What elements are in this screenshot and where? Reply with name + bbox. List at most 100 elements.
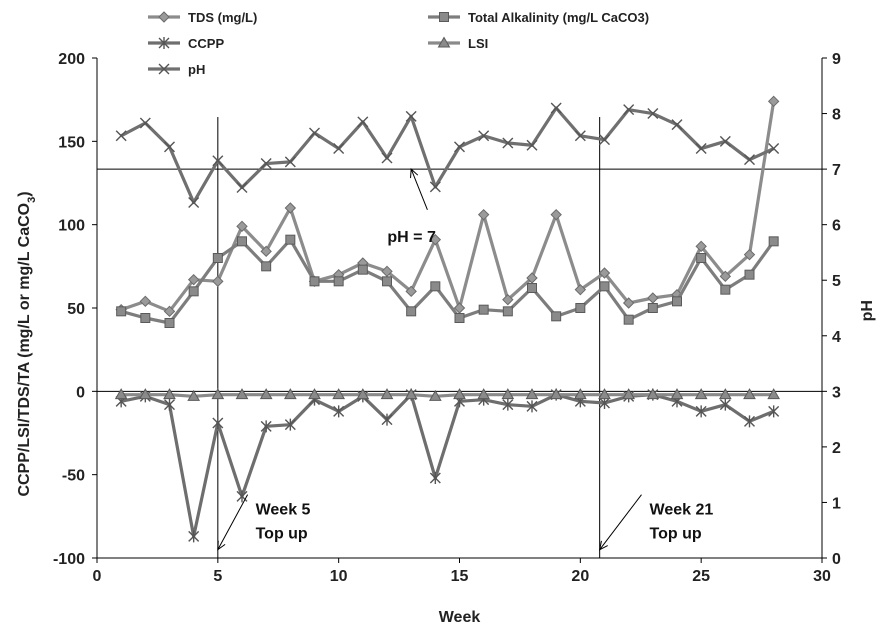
legend-marker [158, 63, 170, 75]
data-point [647, 303, 658, 313]
data-point [718, 388, 732, 400]
legend-entry: pH [148, 62, 205, 77]
series-line [120, 393, 775, 538]
data-point [188, 530, 200, 543]
data-point [598, 267, 611, 279]
annotation-0: pH = 7 [387, 168, 436, 246]
data-point [574, 130, 586, 142]
data-point [551, 311, 562, 322]
annotation-text: Week 21 [650, 502, 714, 519]
data-point [623, 314, 634, 325]
data-point [502, 306, 513, 317]
data-point [429, 472, 441, 484]
data-point [743, 248, 756, 261]
data-point [406, 306, 417, 317]
x-axis-title: Week [439, 609, 481, 626]
data-point [719, 270, 732, 283]
x-tick-label: 20 [571, 568, 589, 585]
legend-entry: LSI [428, 36, 488, 51]
data-point [477, 388, 491, 400]
x-tick-label: 5 [213, 568, 222, 585]
y2-tick-label: 9 [832, 51, 841, 68]
y2-tick-label: 5 [832, 273, 841, 290]
series-line [120, 106, 775, 205]
data-point [477, 208, 490, 221]
data-point [405, 285, 417, 298]
y2-axis-title: pH [859, 300, 876, 321]
data-point [284, 418, 296, 431]
data-point [188, 196, 200, 208]
data-point [139, 295, 152, 308]
data-point [285, 234, 296, 245]
y-axis-title-sub: 3 [26, 197, 38, 203]
data-point [573, 388, 587, 400]
plot-area: 0 5 10 15 20 25 30 -100 -50 0 50 100 150 200 0 1 2 3 4 5 6 7 8… [53, 51, 841, 585]
x-tick-label: 0 [93, 568, 102, 585]
series-triangle [114, 388, 781, 401]
data-point [646, 388, 660, 400]
data-point [767, 388, 781, 400]
data-point [429, 181, 441, 193]
data-point [212, 155, 224, 167]
legend-label: TDS (mg/L) [188, 10, 257, 25]
annotation-text-line2: Top up [256, 526, 308, 543]
data-point [115, 130, 127, 142]
data-point [695, 240, 707, 253]
data-point [719, 135, 731, 147]
data-point [768, 143, 780, 155]
data-point [381, 152, 393, 164]
data-point [333, 405, 345, 418]
arrow-head [410, 168, 419, 179]
annotation-text: Week 5 [256, 502, 311, 519]
data-point [404, 388, 418, 400]
data-point [333, 276, 344, 287]
y2-tick-label: 4 [832, 329, 841, 346]
data-point [694, 388, 708, 400]
data-point [599, 134, 610, 146]
data-point [116, 306, 127, 317]
data-point [575, 303, 586, 313]
data-point [526, 139, 538, 151]
data-point [454, 313, 465, 323]
data-point [744, 269, 755, 280]
data-point [212, 253, 223, 263]
series-asterisk [115, 388, 780, 543]
y2-tick-label: 0 [832, 551, 841, 568]
data-point [237, 236, 247, 247]
data-point [235, 388, 249, 400]
y-axis-title-tail: ) [16, 191, 33, 196]
data-point [768, 405, 780, 418]
y2-tick-label: 7 [832, 162, 841, 179]
y-tick-label: -100 [53, 551, 85, 568]
annotation-2: Week 21 Top up [598, 494, 714, 551]
data-point [622, 297, 635, 309]
data-point [428, 389, 442, 401]
data-point [164, 141, 175, 153]
data-point [260, 420, 272, 433]
data-point [502, 293, 514, 306]
annotation-arrow [599, 494, 642, 550]
data-point [187, 389, 201, 401]
data-point [260, 158, 272, 170]
data-point [212, 275, 224, 288]
data-point [356, 388, 370, 400]
data-point [380, 388, 394, 400]
data-point [599, 281, 610, 292]
data-point [598, 388, 611, 400]
data-point [574, 283, 587, 296]
series-line [120, 238, 775, 325]
data-point [139, 117, 151, 129]
y2-tick-label: 8 [832, 107, 841, 124]
y-axis-title-main: CCPP/LSI/TDS/TA (mg/L or mg/L CaCO [16, 203, 33, 497]
x-tick-label: 15 [451, 568, 469, 585]
data-point [502, 398, 514, 411]
legend-entry: Total Alkalinity (mg/L CaCO3) [428, 10, 649, 25]
data-point [212, 417, 224, 429]
data-point [696, 253, 707, 263]
data-point [357, 116, 369, 128]
annotation-text: pH = 7 [387, 229, 436, 246]
data-point [623, 104, 635, 116]
y-tick-label: 0 [76, 384, 85, 401]
data-point [478, 304, 489, 315]
